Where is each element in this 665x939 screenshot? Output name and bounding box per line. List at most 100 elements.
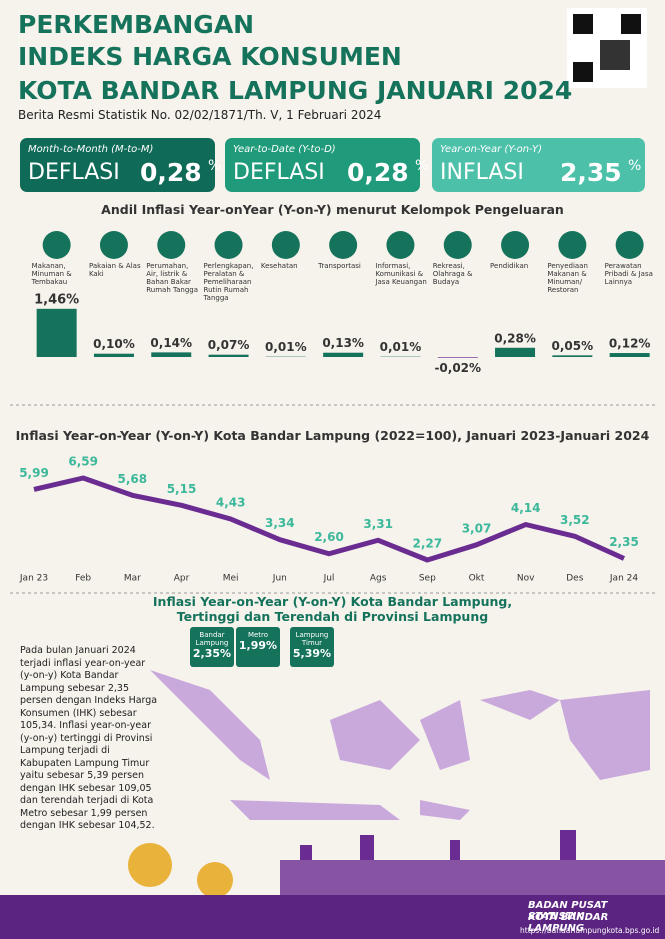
card-status: INFLASI (440, 160, 524, 185)
value-label: 5,68 (118, 472, 148, 486)
x-tick-label: Jan 23 (19, 574, 48, 584)
bar (208, 354, 249, 357)
value-label: 4,43 (216, 496, 246, 510)
skyline (300, 845, 312, 860)
x-tick-label: Ags (370, 574, 387, 584)
line (33, 475, 626, 563)
category-label: Transportasi (318, 262, 361, 270)
category-label: Informasi, Komunikasi & Jasa Keuangan (375, 262, 427, 286)
title: KOTA BANDAR LAMPUNG JANUARI 2024 (18, 76, 573, 105)
value-label: 0,13% (322, 336, 364, 350)
map-title: Inflasi Year-on-Year (Y-on-Y) Kota Banda… (152, 594, 513, 609)
callout-value: 5,39% (292, 647, 332, 660)
bar (609, 353, 650, 357)
callout: Metro 1,99% (236, 627, 280, 667)
callout-name: Lampung Timur (295, 631, 329, 647)
value-label: 0,01% (380, 340, 422, 354)
qr-code (573, 14, 593, 34)
bar-chart-title: Andil Inflasi Year-onYear (Y-on-Y) menur… (101, 202, 564, 217)
value-label: 0,28% (494, 331, 536, 345)
subtitle: Berita Resmi Statistik No. 02/02/1871/Th… (18, 108, 382, 122)
card-unit: % (208, 158, 222, 174)
card-unit: % (628, 158, 642, 174)
card-status: DEFLASI (28, 160, 120, 185)
callout-name: Metro (247, 631, 269, 639)
map-text: Pada bulan Januari 2024 terjadi inflasi … (20, 645, 158, 831)
card-value: 0,28 (347, 158, 409, 187)
coin-icon (197, 862, 233, 898)
category-label: Perumahan, Air, listrik & Bahan Bakar Ru… (146, 262, 199, 294)
skyline (560, 830, 576, 860)
callout-value: 1,99% (238, 639, 278, 652)
value-label: 0,14% (150, 336, 192, 350)
value-label: 3,07 (462, 521, 492, 535)
value-label: 2,27 (413, 537, 443, 551)
category-label: Makanan, Minuman & Tembakau (31, 262, 72, 286)
callout: Lampung Timur 5,39% (290, 627, 334, 667)
category-icon (214, 231, 243, 259)
value-label: 0,07% (208, 338, 250, 352)
x-tick-label: Nov (517, 574, 535, 584)
x-tick-label: Apr (174, 574, 190, 584)
bar (552, 355, 593, 357)
x-tick-label: Mar (124, 574, 141, 584)
value-label: 4,14 (511, 501, 541, 515)
qr-code (600, 40, 630, 70)
category-label: Pakaian & Alas Kaki (88, 262, 141, 278)
category-icon (42, 231, 71, 259)
value-label: 3,31 (363, 517, 393, 531)
category-label: Pendidikan (490, 262, 529, 270)
card-label: Month-to-Month (M-to-M) (28, 144, 154, 155)
category-icon (271, 231, 300, 259)
qr-code (621, 14, 641, 34)
org-name: KOTA BANDAR LAMPUNG (528, 912, 609, 934)
category-icon (558, 231, 587, 259)
skyline (450, 840, 460, 860)
x-tick-label: Sep (419, 574, 436, 584)
title: PERKEMBANGAN (18, 10, 255, 39)
x-tick-label: Okt (469, 574, 485, 584)
category-icon (443, 231, 472, 259)
bar (93, 353, 134, 357)
card-status: DEFLASI (233, 160, 325, 185)
card-label: Year-on-Year (Y-on-Y) (440, 144, 542, 155)
card-value: 2,35 (560, 158, 622, 187)
line-chart-title: Inflasi Year-on-Year (Y-on-Y) Kota Banda… (15, 428, 650, 443)
skyline (280, 860, 665, 895)
x-tick-label: Jan 24 (609, 574, 638, 584)
card-value: 0,28 (140, 158, 202, 187)
value-label: 2,60 (314, 530, 344, 544)
bar (437, 357, 478, 358)
callout-value: 2,35% (192, 647, 232, 660)
category-label: Perawatan Pribadi & Jasa Lainnya (604, 262, 653, 286)
category-icon (99, 231, 128, 259)
map-title: Tertinggi dan Terendah di Provinsi Lampu… (176, 609, 489, 624)
footer-band (0, 895, 665, 939)
card-unit: % (415, 158, 429, 174)
value-label: 0,12% (609, 337, 651, 351)
charts: 1,46% 0,10% 0,14% 0,07% 0,01% 0,13% 0,01% -0,02… (19, 231, 651, 584)
title: INDEKS HARGA KONSUMEN (18, 42, 402, 71)
x-tick-label: Jun (272, 574, 287, 584)
org-name: BADAN PUSAT STATISTIK (528, 900, 608, 922)
x-tick-label: Jul (323, 574, 335, 584)
bar (36, 308, 77, 357)
category-icon (501, 231, 530, 259)
callout-name: Bandar Lampung (195, 631, 229, 647)
value-label: 3,34 (265, 516, 295, 530)
bar (495, 347, 536, 357)
value-label: 0,05% (552, 339, 594, 353)
category-label: Kesehatan (260, 262, 298, 270)
category-icon (615, 231, 644, 259)
card: Month-to-Month (M-to-M) DEFLASI 0,28% (20, 138, 221, 192)
card: Year-on-Year (Y-on-Y) INFLASI 2,35% (432, 138, 645, 192)
card: Year-to-Date (Y-to-D) DEFLASI 0,28% (225, 138, 428, 192)
skyline (360, 835, 374, 860)
qr-code (573, 62, 593, 82)
callout: Bandar Lampung 2,35% (190, 627, 234, 667)
bar (151, 352, 192, 357)
value-label: 0,01% (265, 340, 307, 354)
x-tick-label: Feb (75, 574, 91, 584)
